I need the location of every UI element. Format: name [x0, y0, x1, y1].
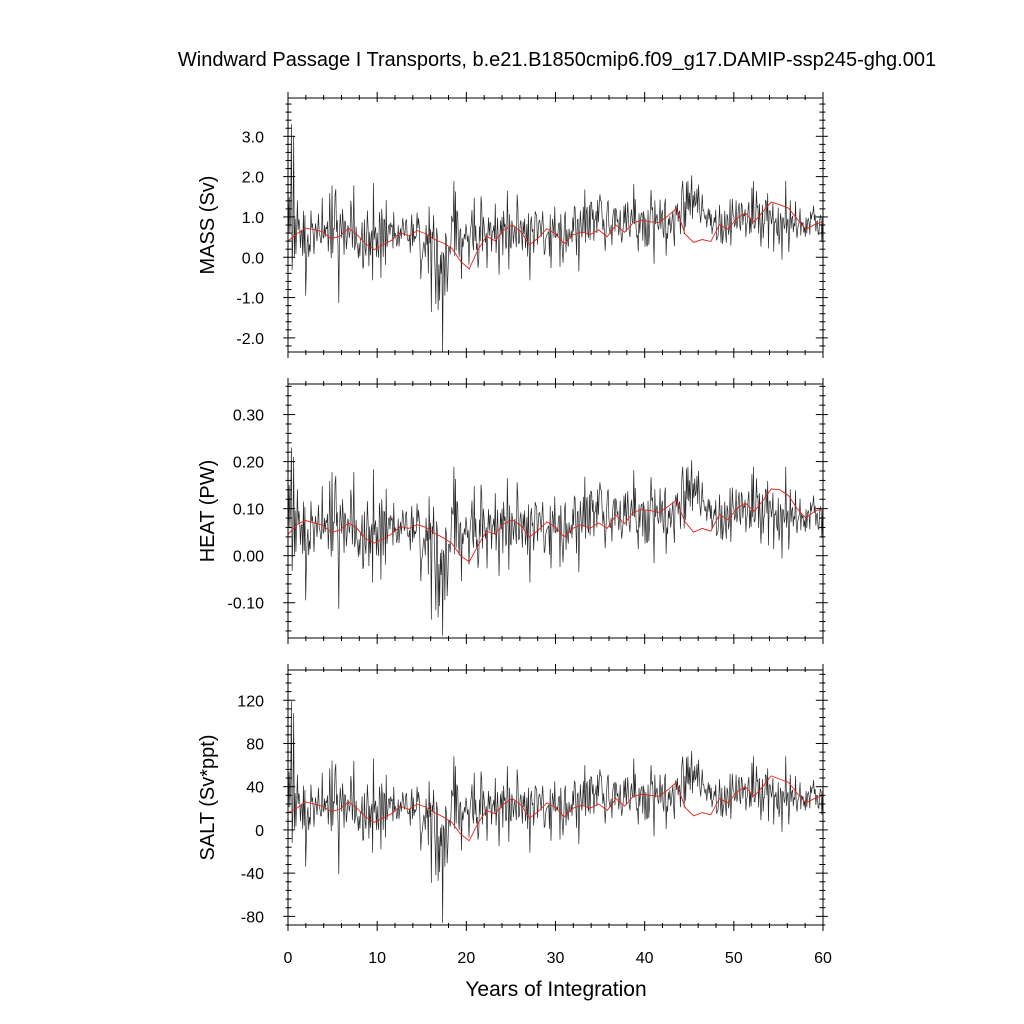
y-tick-label: -2.0: [236, 331, 264, 348]
monthly-series-line: [288, 124, 823, 352]
y-tick-label: -0.10: [228, 596, 265, 613]
x-tick-label: 30: [547, 950, 565, 967]
y-tick-label: 0.10: [233, 502, 264, 519]
y-tick-label: 3.0: [242, 129, 264, 146]
x-axis-title: Years of Integration: [465, 978, 646, 1001]
y-tick-label: -80: [241, 909, 264, 926]
y-tick-label: 0.30: [233, 408, 264, 425]
y-tick-label: 80: [246, 736, 264, 753]
annual-mean-series-line: [287, 488, 824, 563]
y-tick-label: 0.00: [233, 549, 264, 566]
monthly-series-line: [288, 701, 823, 923]
panel-2: -0.10 0.00 0.10 0.20 0.30 HEAT (PW): [197, 378, 828, 644]
y-axis-title: SALT (Sv*ppt): [197, 735, 219, 861]
x-tick-label: 60: [814, 950, 832, 967]
chart-title: Windward Passage I Transports, b.e21.B18…: [178, 49, 936, 71]
monthly-series-line: [288, 447, 823, 636]
y-axis-title: HEAT (PW): [197, 460, 219, 563]
annual-mean-series-line: [287, 201, 824, 270]
y-tick-label: 120: [237, 693, 264, 710]
y-tick-label: -1.0: [236, 291, 264, 308]
y-tick-label: 40: [246, 780, 264, 797]
panel-1: -2.0 -1.0 0.0 1.0 2.0 3.0 MASS (Sv): [197, 92, 828, 358]
annual-mean-series-line: [287, 775, 824, 842]
x-tick-label: 0: [284, 950, 293, 967]
y-tick-label: 0: [255, 823, 264, 840]
y-axis-title: MASS (Sv): [197, 176, 219, 275]
y-tick-label: 0.20: [233, 455, 264, 472]
y-tick-label: 1.0: [242, 210, 264, 227]
panel-3: -80 -40 0 40 80 120 SALT (Sv*ppt) 0 10 20 30 40 50 60: [197, 664, 832, 967]
y-tick-label: 2.0: [242, 170, 264, 187]
y-tick-label: 0.0: [242, 250, 264, 267]
x-tick-label: 40: [636, 950, 654, 967]
x-tick-label: 50: [725, 950, 743, 967]
x-tick-label: 10: [368, 950, 386, 967]
panels: -2.0 -1.0 0.0 1.0 2.0 3.0 MASS (Sv) -0.10 0.00 0.…: [197, 92, 832, 967]
y-tick-label: -40: [241, 866, 264, 883]
x-tick-label: 20: [457, 950, 475, 967]
